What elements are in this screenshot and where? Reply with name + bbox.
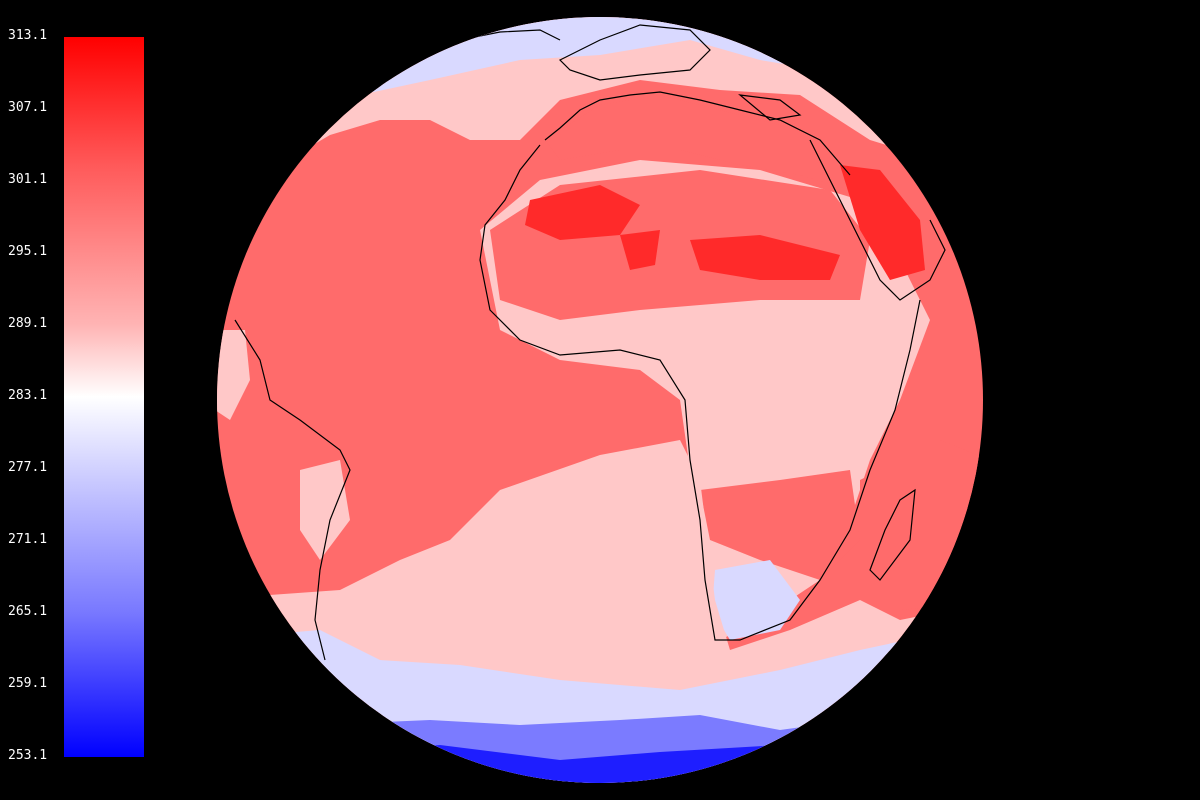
colorbar-tick-label: 283.1 (8, 388, 48, 403)
colorbar-tick-label: 277.1 (8, 460, 48, 475)
globe-surface (217, 17, 983, 783)
hot-spot-central-sahara (690, 235, 840, 280)
colorbar-tick-label: 259.1 (8, 676, 48, 691)
africa-coastline (479, 144, 921, 641)
colorbar-tick-label: 295.1 (8, 244, 48, 259)
scandinavia-coastline (558, 24, 711, 81)
colorbar-tick-label: 265.1 (8, 604, 48, 619)
cape-cool-region (712, 560, 800, 640)
southern-africa-warm (700, 470, 860, 580)
colorbar-tick-label: 301.1 (8, 172, 48, 187)
colorbar-tick-label: 313.1 (8, 28, 48, 43)
hot-spot-arabia (840, 165, 925, 280)
south-america-coastline (234, 319, 351, 661)
colorbar-tick-label: 307.1 (8, 100, 48, 115)
colorbar-gradient (64, 37, 144, 757)
south-america-mild-2 (300, 460, 350, 560)
colorbar-tick-label: 271.1 (8, 532, 48, 547)
coastlines (234, 24, 946, 661)
south-america-mild (217, 330, 250, 420)
mediterranean-region (545, 95, 850, 190)
red-sea-arabia-coastline (809, 139, 946, 301)
madagascar-coastline (869, 488, 916, 581)
hot-spot-west-sahara (525, 185, 640, 240)
colorbar-tick-label: 253.1 (8, 748, 48, 763)
hot-spot-small (620, 230, 660, 270)
europe-coastline (544, 91, 851, 176)
black-sea-coastline (738, 94, 802, 121)
colorbar-tick-label: 289.1 (8, 316, 48, 331)
